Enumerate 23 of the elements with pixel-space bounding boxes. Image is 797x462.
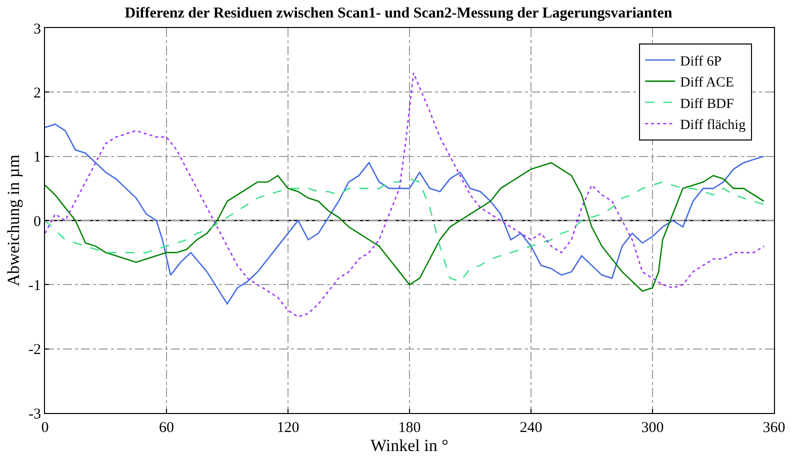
- legend-label: Diff 6P: [680, 54, 722, 70]
- y-tick-label: 2: [34, 85, 41, 102]
- x-tick-label: 240: [520, 420, 542, 436]
- legend-label: Diff ACE: [680, 76, 734, 91]
- x-tick-label: 60: [159, 420, 174, 436]
- y-tick-label: 1: [34, 150, 41, 166]
- legend-label: Diff BDF: [680, 96, 734, 112]
- x-tick-label: 300: [641, 420, 664, 436]
- x-tick-label: 360: [762, 420, 786, 436]
- x-tick-label: 180: [398, 420, 421, 436]
- line-series: [45, 178, 765, 282]
- x-tick-label: 120: [276, 420, 300, 436]
- legend-label: Diff flächig: [680, 118, 746, 134]
- y-tick-label: 0: [34, 214, 41, 230]
- y-tick-label: -3: [28, 406, 41, 422]
- line-series: [45, 162, 765, 292]
- y-tick-label: -1: [28, 278, 41, 294]
- x-axis-title: Winkel in °: [370, 436, 448, 455]
- y-axis-title: Abweichung in µm: [4, 154, 24, 286]
- line-series: [45, 72, 765, 318]
- chart-title: Differenz der Residuen zwischen Scan1- und Scan2-Messung der Lagerungsvarianten: [124, 5, 673, 22]
- y-tick-label: 3: [34, 21, 41, 38]
- y-tick-label: -2: [28, 342, 41, 358]
